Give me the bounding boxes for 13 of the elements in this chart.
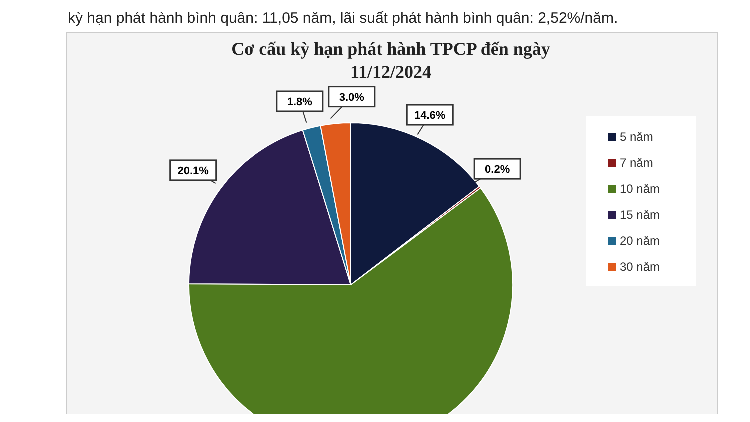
data-label: 3.0% [339,92,365,104]
legend-label: 30 năm [619,259,662,276]
chart-title: Cơ cấu kỳ hạn phát hành TPCP đến ngày 11/12/2024 [230,38,552,84]
legend-label: 5 năm [619,129,654,146]
legend-label: 10 năm [619,181,662,198]
legend-label: 7 năm [619,155,654,172]
data-label: 0.2% [485,164,510,176]
data-label: 1.8% [287,96,313,108]
legend-label: 20 năm [619,233,662,250]
text: kỳ hạn phát hành bình quân: 11,05 năm, lãi suất phát hành bình quân: 2,52%/năm. [68,10,618,27]
data-label: 20.1% [178,165,210,178]
legend-label: 15 năm [619,207,662,224]
data-label: 14.6% [414,110,446,122]
